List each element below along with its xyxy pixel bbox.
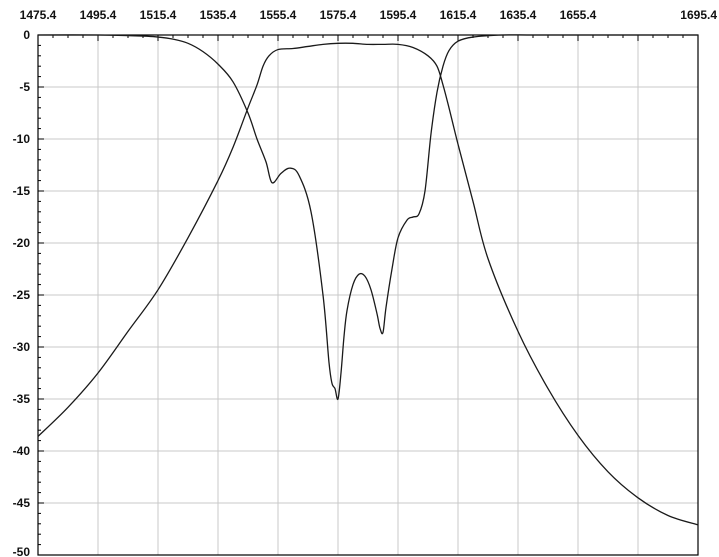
x-tick-label: 1515.4 [140, 8, 177, 22]
y-tick-label: -5 [19, 80, 30, 94]
y-tick-label: -40 [13, 444, 31, 458]
x-tick-label: 1615.4 [440, 8, 477, 22]
series-line-1 [37, 42, 699, 526]
x-tick-label: 1535.4 [200, 8, 237, 22]
y-tick-label: 0 [23, 28, 30, 42]
x-tick-label: 1655.4 [560, 8, 597, 22]
x-tick-label: 1555.4 [260, 8, 297, 22]
y-tick-label: -15 [13, 184, 31, 198]
y-tick-label: -25 [13, 288, 31, 302]
y-tick-label: -30 [13, 340, 31, 354]
y-tick-label: -20 [13, 236, 31, 250]
x-tick-label: 1635.4 [500, 8, 537, 22]
y-tick-label: -10 [13, 132, 31, 146]
x-tick-label: 1575.4 [320, 8, 357, 22]
x-tick-label: 1495.4 [80, 8, 117, 22]
grid [37, 34, 699, 556]
y-tick-label: -50 [13, 545, 31, 557]
axes [37, 34, 699, 556]
x-tick-label: 1475.4 [20, 8, 57, 22]
y-tick-label: -45 [13, 496, 31, 510]
tick-labels: 1475.4 1495.4 1515.4 1535.4 1555.4 1575.4 1595… [13, 8, 718, 557]
x-tick-label: 1595.4 [380, 8, 417, 22]
series-line-2 [37, 34, 698, 401]
series-layer [37, 34, 699, 526]
x-tick-label: 1695.4 [680, 8, 717, 22]
y-tick-label: -35 [13, 392, 31, 406]
